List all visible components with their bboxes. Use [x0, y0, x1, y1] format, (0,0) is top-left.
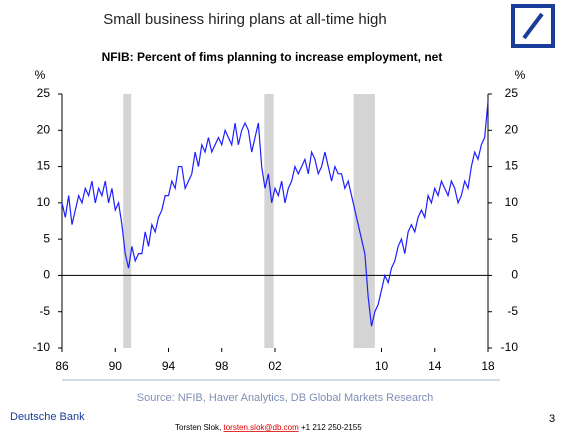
- y2-tick-label: -10: [501, 340, 519, 354]
- x-tick-label: 02: [268, 359, 282, 373]
- y2-tick-label: 20: [505, 122, 519, 136]
- y-tick-label: 20: [37, 122, 51, 136]
- y2-tick-label: 15: [505, 159, 519, 173]
- phone: +1 212 250-2155: [301, 423, 362, 432]
- y-tick-label: -5: [39, 304, 50, 318]
- y2-tick-label: 5: [511, 231, 518, 245]
- y2-tick-label: 0: [511, 268, 518, 282]
- x-tick-label: 14: [428, 359, 442, 373]
- source: Source: NFIB, Haver Analytics, DB Global…: [137, 392, 434, 404]
- y-tick-label: 15: [37, 159, 51, 173]
- y-tick-label: -10: [33, 340, 51, 354]
- y2-tick-label: -5: [507, 304, 518, 318]
- y2-axis-unit: %: [515, 68, 526, 82]
- recession-band: [123, 94, 132, 348]
- company: Deutsche Bank: [10, 411, 85, 423]
- chart-title: Small business hiring plans at all-time …: [103, 11, 386, 28]
- y2-tick-label: 10: [505, 195, 519, 209]
- page-number: 3: [549, 413, 555, 425]
- author: Torsten Slok,: [175, 423, 221, 432]
- x-tick-label: 86: [55, 359, 69, 373]
- email[interactable]: torsten.slok@db.com: [223, 423, 299, 432]
- y-tick-label: 0: [43, 268, 50, 282]
- y-tick-label: 25: [37, 86, 51, 100]
- logo: [511, 4, 555, 48]
- x-tick-label: 90: [109, 359, 123, 373]
- recession-band: [353, 94, 375, 348]
- x-tick-label: 94: [162, 359, 176, 373]
- x-tick-label: 18: [481, 359, 495, 373]
- footer-contact: Torsten Slok, torsten.slok@db.com +1 212…: [175, 423, 362, 432]
- y-axis-unit: %: [35, 68, 46, 82]
- x-tick-label: 98: [215, 359, 229, 373]
- y-tick-label: 5: [43, 231, 50, 245]
- chart-subtitle: NFIB: Percent of fims planning to increa…: [102, 50, 443, 64]
- y-tick-label: 10: [37, 195, 51, 209]
- x-tick-label: 10: [375, 359, 389, 373]
- recession-band: [264, 94, 274, 348]
- plot: -10 -5 0 5 10 15 20 25 -10 -5 0 5 10 15 20 25 86 90 94 98 02…: [33, 86, 519, 373]
- y2-tick-label: 25: [505, 86, 519, 100]
- series-line: [61, 101, 489, 327]
